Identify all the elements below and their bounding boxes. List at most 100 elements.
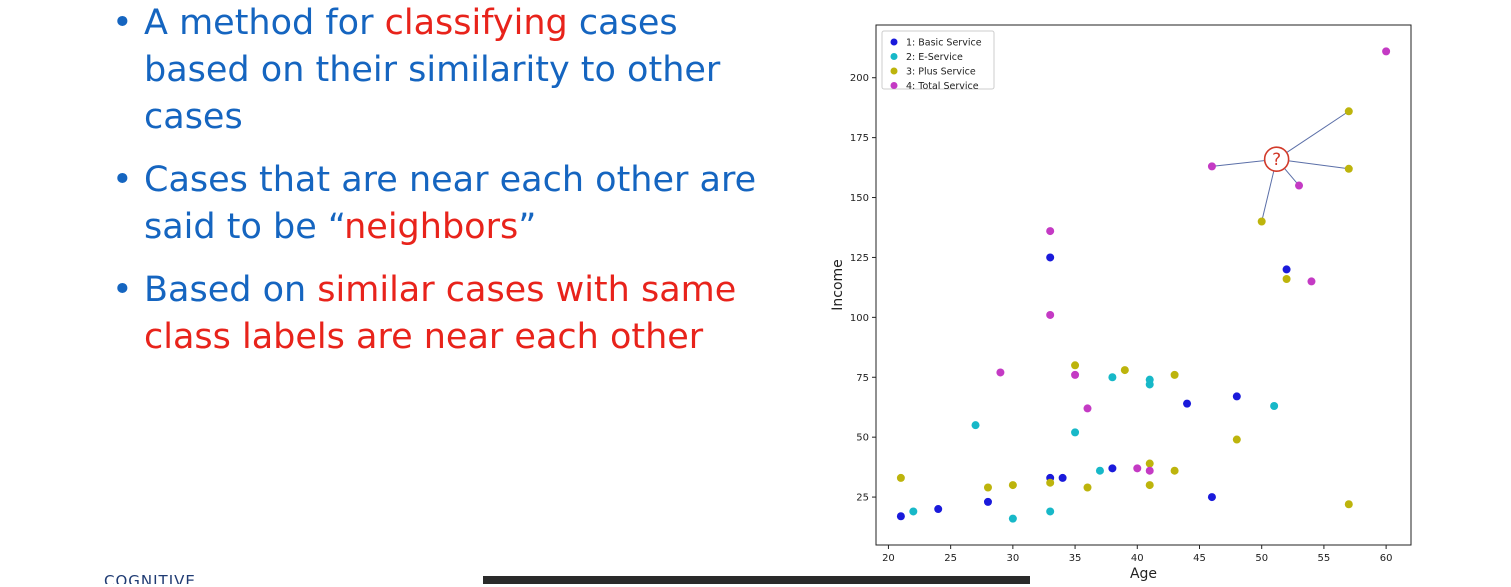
data-point xyxy=(1257,217,1266,226)
bullet-item: • A method for classifying cases based o… xyxy=(112,0,792,141)
data-point xyxy=(1145,459,1154,468)
neighbor-line xyxy=(1276,110,1350,160)
data-point xyxy=(1382,47,1391,56)
data-point xyxy=(1344,500,1353,509)
data-point xyxy=(1282,265,1291,274)
data-point xyxy=(1145,466,1154,475)
caption-bar xyxy=(483,576,1030,584)
bullet-list: • A method for classifying cases based o… xyxy=(112,0,792,377)
bullet-text-part: cases based on their similarity to other… xyxy=(144,3,721,137)
bullet-item: • Cases that are near each other are sai… xyxy=(112,157,792,251)
legend-label: 1: Basic Service xyxy=(906,38,982,49)
data-point xyxy=(1344,107,1353,116)
data-point xyxy=(1120,366,1129,375)
y-tick-label: 50 xyxy=(856,433,869,444)
x-tick-label: 50 xyxy=(1255,553,1268,564)
legend-marker xyxy=(890,38,898,46)
y-tick-label: 125 xyxy=(850,253,869,264)
data-point xyxy=(1108,464,1117,473)
data-point xyxy=(1046,310,1055,319)
x-tick-label: 40 xyxy=(1131,553,1144,564)
data-point xyxy=(896,473,905,482)
logo-text: COGNITIVE xyxy=(104,572,196,584)
data-point xyxy=(1344,164,1353,173)
y-tick-label: 200 xyxy=(850,73,869,84)
y-tick-label: 25 xyxy=(856,493,869,504)
data-point xyxy=(1058,473,1067,482)
bullet-dot: • xyxy=(112,270,133,310)
scatter-chart: 20 25 30 35 40 45 50 55 60 25 50 75 100 125 150 175 200 A… xyxy=(826,14,1416,582)
bullet-text: Cases that are near each other are said … xyxy=(144,160,756,247)
data-point xyxy=(1108,373,1117,382)
legend-marker xyxy=(890,67,898,75)
data-point xyxy=(1083,483,1092,492)
data-point xyxy=(1170,466,1179,475)
x-tick-label: 60 xyxy=(1380,553,1393,564)
data-point xyxy=(1232,435,1241,444)
data-point xyxy=(1183,399,1192,408)
data-point xyxy=(1008,481,1017,490)
legend-label: 2: E-Service xyxy=(906,52,963,63)
bullet-text-part: ” xyxy=(518,207,537,247)
data-point xyxy=(1307,277,1316,286)
data-point xyxy=(896,512,905,521)
data-point xyxy=(1071,428,1080,437)
x-tick-label: 20 xyxy=(882,553,895,564)
data-point xyxy=(1270,402,1279,411)
data-point xyxy=(983,483,992,492)
data-point xyxy=(934,505,943,514)
data-point xyxy=(1232,392,1241,401)
data-point xyxy=(1145,481,1154,490)
data-point xyxy=(1207,493,1216,502)
bullet-text-part: Based on xyxy=(144,270,318,310)
y-tick-label: 100 xyxy=(850,313,869,324)
bullet-dot: • xyxy=(112,3,133,43)
data-point xyxy=(983,497,992,506)
cognitive-logo: COGNITIVE xyxy=(104,572,196,584)
y-tick-label: 75 xyxy=(856,373,869,384)
query-point-label: ? xyxy=(1272,150,1281,170)
bullet-item: • Based on similar cases with same class… xyxy=(112,267,792,361)
data-point xyxy=(971,421,980,430)
bullet-text-part: Cases that are near each other are said … xyxy=(144,160,757,247)
plot-area xyxy=(875,24,1412,546)
bullet-text-highlight: neighbors xyxy=(344,207,519,247)
data-point xyxy=(1083,404,1092,413)
scatter-plot-svg: 20 25 30 35 40 45 50 55 60 25 50 75 100 125 150 175 200 A… xyxy=(830,24,1412,582)
x-tick-label: 35 xyxy=(1069,553,1082,564)
data-point xyxy=(1282,275,1291,284)
data-point xyxy=(1046,507,1055,516)
data-point xyxy=(1046,478,1055,487)
data-point xyxy=(996,368,1005,377)
x-tick-label: 30 xyxy=(1006,553,1019,564)
bullet-text-part: A method for xyxy=(144,3,385,43)
bullet-text: A method for classifying cases based on … xyxy=(144,3,720,137)
bullet-dot: • xyxy=(112,160,133,200)
x-tick-label: 25 xyxy=(944,553,957,564)
y-tick-label: 150 xyxy=(850,193,869,204)
bullet-text-highlight: classifying xyxy=(384,3,568,43)
data-point xyxy=(1170,370,1179,379)
legend-box xyxy=(881,30,995,90)
x-axis-label: Age xyxy=(1130,566,1157,582)
legend-marker xyxy=(890,82,898,89)
x-tick-label: 55 xyxy=(1318,553,1331,564)
legend-label: 3: Plus Service xyxy=(906,67,976,78)
data-point xyxy=(1095,466,1104,475)
data-point xyxy=(1133,464,1142,473)
data-point xyxy=(1145,375,1154,384)
bullet-text-highlight: similar cases with same class labels are… xyxy=(144,270,737,357)
x-tick-label: 45 xyxy=(1193,553,1206,564)
data-point xyxy=(1008,514,1017,523)
data-point xyxy=(1207,162,1216,171)
data-point xyxy=(1071,370,1080,379)
data-point xyxy=(1295,181,1304,190)
legend-marker xyxy=(890,53,898,60)
data-point xyxy=(1071,361,1080,370)
query-point-marker xyxy=(1263,146,1290,172)
bullet-text: Based on similar cases with same class l… xyxy=(144,270,736,357)
legend-label: 4: Total Service xyxy=(906,81,979,92)
y-axis-label: Income xyxy=(830,259,846,311)
data-point xyxy=(1046,227,1055,236)
data-point xyxy=(909,507,918,516)
